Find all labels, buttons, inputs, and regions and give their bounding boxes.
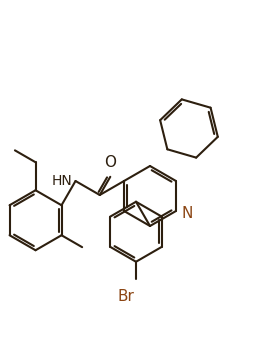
Text: N: N	[182, 206, 193, 220]
Text: O: O	[104, 155, 116, 170]
Text: Br: Br	[117, 289, 135, 304]
Text: HN: HN	[52, 174, 73, 188]
